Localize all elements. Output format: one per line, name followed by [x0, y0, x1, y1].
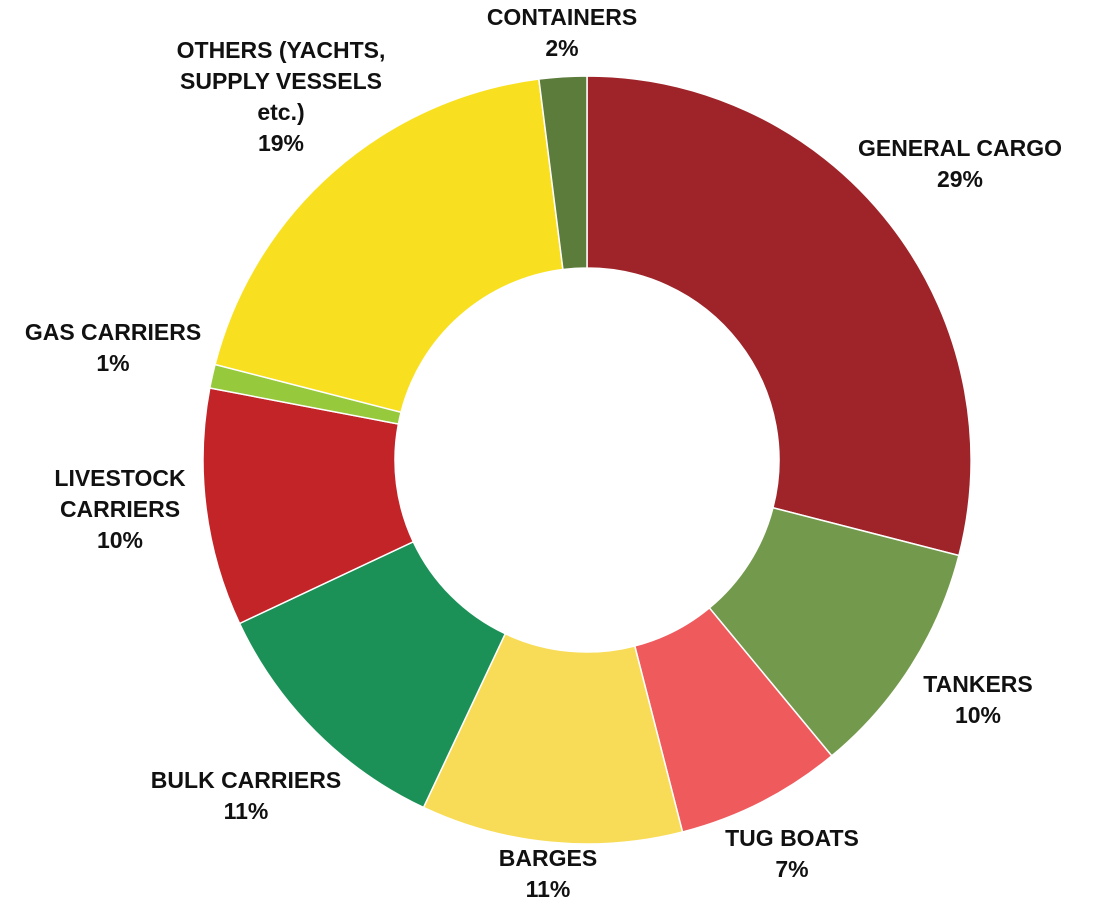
slice-general-cargo — [586, 75, 972, 557]
value-label: 11% — [526, 876, 571, 902]
category-label: GENERAL CARGO — [858, 135, 1062, 161]
slice-bulk-carriers — [238, 540, 507, 809]
value-label: 1% — [96, 350, 129, 376]
slice-others-yachts-supply-vessels-etc — [214, 78, 564, 414]
value-label: 10% — [955, 702, 1001, 728]
value-label: 19% — [258, 130, 304, 156]
slice-containers — [538, 75, 588, 271]
label-others-yachts-supply-vessels-etc: OTHERS (YACHTS, SUPPLY VESSELS etc.) 19% — [177, 37, 386, 156]
label-bulk-carriers: BULK CARRIERS 11% — [151, 767, 341, 824]
label-barges: BARGES 11% — [499, 845, 597, 902]
labels-group: GENERAL CARGO 29% TANKERS 10% TUG BOATS 7% BAR… — [25, 4, 1062, 902]
value-label: 10% — [97, 527, 143, 553]
value-label: 29% — [937, 166, 983, 192]
slice-barges — [422, 632, 684, 845]
category-label: LIVESTOCK — [54, 465, 186, 491]
category-label: etc.) — [257, 99, 304, 125]
category-label: TANKERS — [923, 671, 1032, 697]
category-label: SUPPLY VESSELS — [180, 68, 382, 94]
label-gas-carriers: GAS CARRIERS 1% — [25, 319, 201, 376]
label-tankers: TANKERS 10% — [923, 671, 1032, 728]
label-tug-boats: TUG BOATS 7% — [725, 825, 859, 882]
category-label: TUG BOATS — [725, 825, 859, 851]
value-label: 11% — [224, 798, 269, 824]
category-label: CONTAINERS — [487, 4, 637, 30]
label-containers: CONTAINERS 2% — [487, 4, 637, 61]
label-livestock-carriers: LIVESTOCK CARRIERS 10% — [54, 465, 186, 553]
category-label: BARGES — [499, 845, 597, 871]
category-label: GAS CARRIERS — [25, 319, 201, 345]
category-label: CARRIERS — [60, 496, 180, 522]
category-label: OTHERS (YACHTS, — [177, 37, 386, 63]
value-label: 2% — [545, 35, 578, 61]
value-label: 7% — [775, 856, 808, 882]
category-label: BULK CARRIERS — [151, 767, 341, 793]
label-general-cargo: GENERAL CARGO 29% — [858, 135, 1062, 192]
slices-group — [202, 75, 972, 845]
